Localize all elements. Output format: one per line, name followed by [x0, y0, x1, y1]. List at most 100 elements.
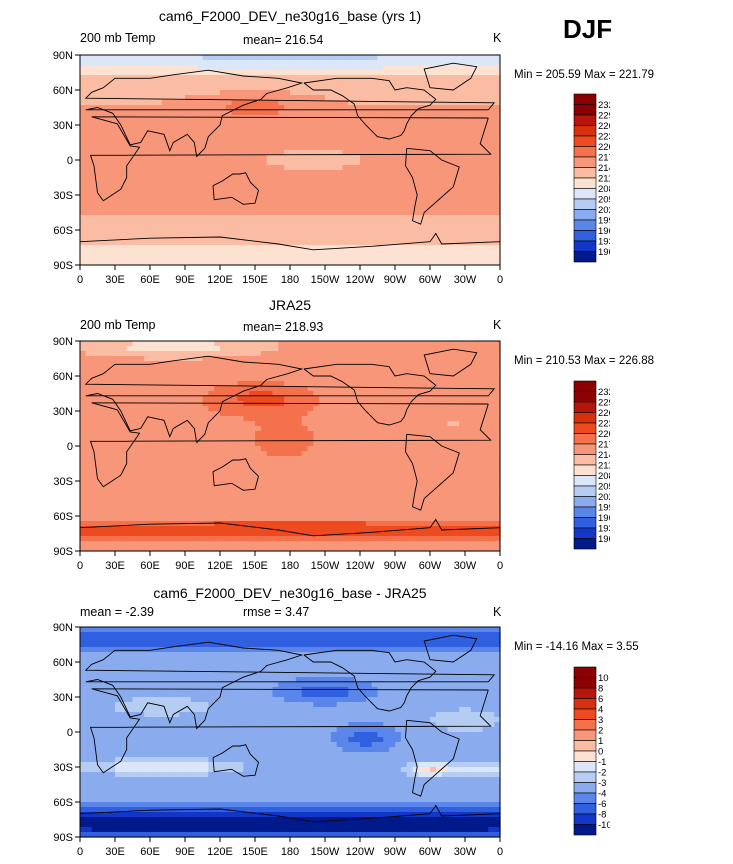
field-cell — [126, 160, 134, 166]
field-cell — [494, 461, 501, 467]
field-cell — [85, 371, 93, 377]
field-cell — [173, 65, 180, 71]
field-cell — [85, 185, 93, 191]
field-cell — [482, 155, 489, 161]
field-cell — [354, 240, 361, 246]
field-cell — [465, 175, 472, 181]
field-cell — [126, 140, 134, 146]
field-cell — [465, 160, 472, 166]
field-cell — [365, 170, 373, 176]
field-cell — [150, 461, 157, 467]
field-cell — [243, 451, 250, 457]
field-cell — [272, 461, 279, 467]
field-cell — [85, 446, 93, 452]
field-cell — [290, 125, 297, 131]
field-cell — [319, 235, 326, 241]
field-cell — [220, 366, 227, 372]
field-cell — [336, 120, 344, 126]
field-cell — [412, 225, 419, 231]
field-cell — [371, 235, 379, 241]
field-cell — [488, 175, 495, 181]
field-cell — [412, 125, 419, 131]
field-cell — [325, 461, 332, 467]
field-cell — [389, 60, 396, 66]
field-cell — [173, 391, 180, 397]
field-cell — [476, 466, 484, 472]
field-cell — [348, 456, 355, 462]
field-cell — [301, 135, 309, 141]
field-cell — [237, 55, 244, 61]
field-cell — [214, 255, 221, 261]
field-cell — [278, 215, 285, 221]
field-cell — [144, 371, 151, 377]
field-cell — [179, 60, 186, 66]
field-cell — [313, 406, 320, 412]
field-cell — [97, 170, 104, 176]
field-cell — [441, 155, 449, 161]
field-cell — [185, 75, 192, 81]
field-cell — [412, 456, 419, 462]
field-cell — [330, 195, 338, 201]
field-cell — [196, 396, 204, 402]
field-cell — [377, 371, 384, 377]
field-cell — [325, 195, 332, 201]
field-cell — [330, 386, 338, 392]
field-cell — [85, 230, 93, 236]
field-cell — [459, 160, 466, 166]
field-cell — [360, 65, 367, 71]
field-cell — [225, 100, 233, 106]
field-cell — [330, 391, 338, 397]
field-cell — [208, 411, 215, 417]
field-cell — [476, 110, 484, 116]
field-cell — [400, 190, 408, 196]
field-cell — [406, 80, 414, 86]
field-cell — [231, 170, 239, 176]
field-cell — [190, 220, 198, 226]
field-cell — [412, 386, 419, 392]
field-cell — [161, 255, 169, 261]
field-cell — [202, 401, 209, 407]
field-cell — [150, 195, 157, 201]
field-cell — [307, 60, 314, 66]
field-cell — [144, 446, 151, 452]
field-cell — [430, 225, 437, 231]
field-cell — [389, 260, 396, 266]
field-cell — [144, 105, 151, 111]
field-cell — [214, 381, 221, 387]
field-cell — [435, 140, 443, 146]
field-cell — [260, 391, 268, 397]
field-cell — [190, 356, 198, 362]
field-cell — [138, 240, 145, 246]
field-cell — [371, 356, 379, 362]
field-cell — [243, 225, 250, 231]
field-cell — [389, 65, 396, 71]
field-cell — [377, 60, 384, 66]
field-cell — [371, 100, 379, 106]
field-cell — [202, 411, 209, 417]
field-cell — [115, 160, 122, 166]
field-cell — [470, 195, 478, 201]
field-cell — [371, 75, 379, 81]
field-cell — [91, 125, 99, 131]
field-cell — [348, 125, 355, 131]
field-cell — [430, 210, 437, 216]
field-cell — [389, 346, 396, 352]
field-cell — [179, 406, 186, 412]
field-cell — [447, 85, 454, 91]
field-cell — [155, 346, 163, 352]
field-cell — [441, 466, 449, 472]
field-cell — [418, 55, 425, 61]
field-cell — [301, 421, 309, 427]
field-cell — [260, 406, 268, 412]
field-cell — [220, 125, 227, 131]
field-cell — [190, 371, 198, 377]
field-cell — [91, 366, 99, 372]
field-cell — [301, 215, 309, 221]
field-cell — [132, 165, 139, 171]
field-cell — [138, 180, 145, 186]
field-cell — [424, 351, 431, 357]
field-cell — [97, 200, 104, 206]
field-cell — [220, 215, 227, 221]
field-cell — [290, 195, 297, 201]
field-cell — [155, 60, 163, 66]
